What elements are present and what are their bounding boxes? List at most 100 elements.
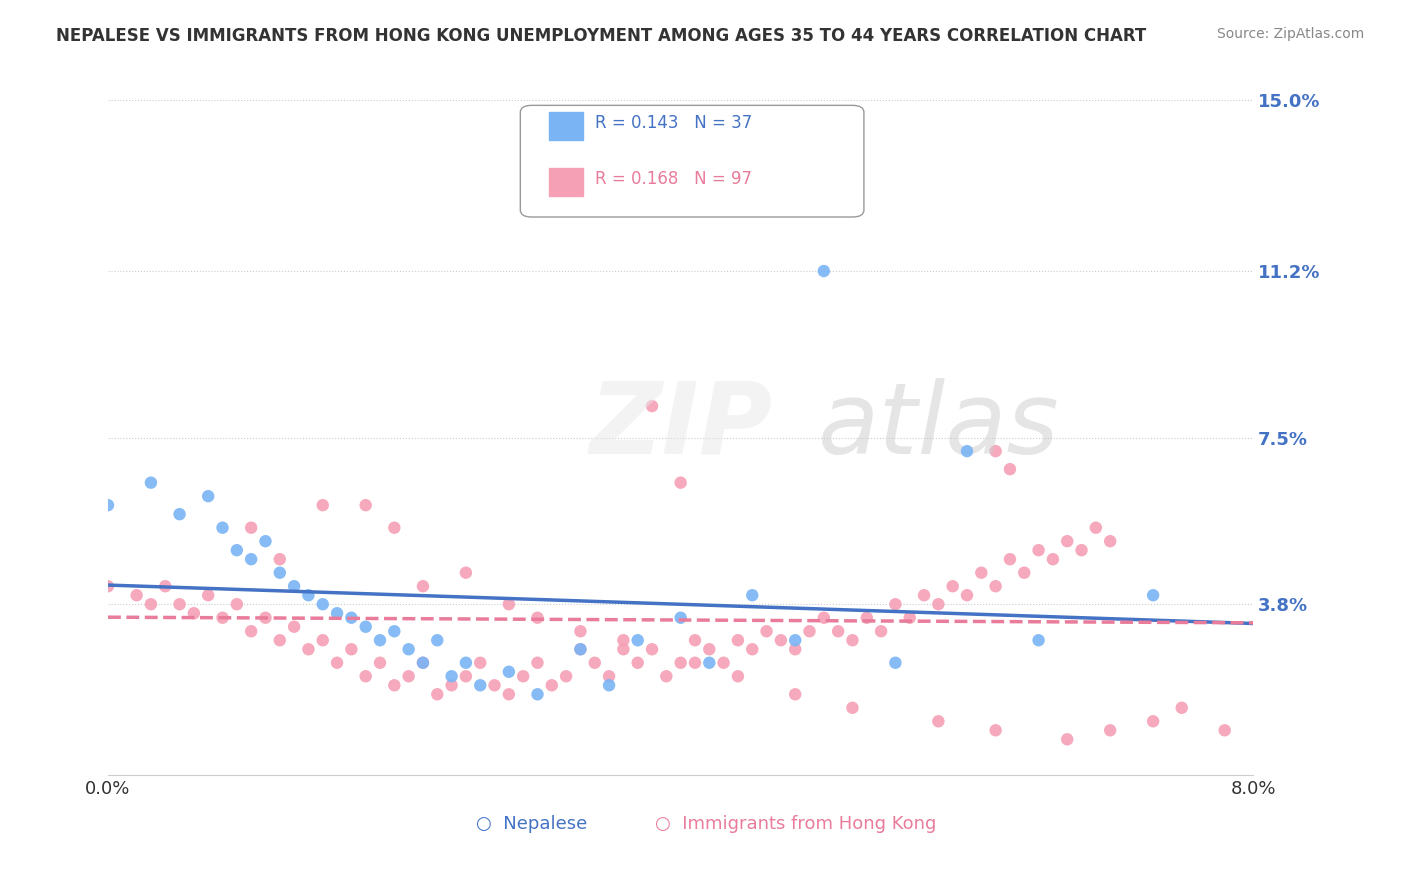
Text: Source: ZipAtlas.com: Source: ZipAtlas.com xyxy=(1216,27,1364,41)
Point xyxy=(727,669,749,683)
Point xyxy=(155,579,177,593)
Point xyxy=(583,656,606,670)
Text: NEPALESE VS IMMIGRANTS FROM HONG KONG UNEMPLOYMENT AMONG AGES 35 TO 44 YEARS COR: NEPALESE VS IMMIGRANTS FROM HONG KONG UN… xyxy=(56,27,1146,45)
Point xyxy=(197,588,219,602)
Point xyxy=(669,611,692,625)
Point xyxy=(713,656,735,670)
Point xyxy=(97,579,120,593)
Point xyxy=(1142,588,1164,602)
Point xyxy=(697,656,720,670)
Point xyxy=(312,597,335,611)
Point xyxy=(1171,700,1194,714)
Point xyxy=(540,678,562,692)
Point xyxy=(697,642,720,657)
Point xyxy=(211,611,233,625)
Text: R = 0.168   N = 97: R = 0.168 N = 97 xyxy=(595,169,752,187)
Point xyxy=(326,656,349,670)
Point xyxy=(169,597,191,611)
Point xyxy=(683,633,706,648)
Point xyxy=(1213,723,1236,738)
Point xyxy=(1099,534,1122,549)
Point xyxy=(942,579,965,593)
Point xyxy=(598,138,620,153)
Point xyxy=(440,678,463,692)
Point xyxy=(813,611,835,625)
Point xyxy=(813,264,835,278)
Point xyxy=(1099,723,1122,738)
Point xyxy=(382,678,405,692)
Point xyxy=(1056,534,1078,549)
Point xyxy=(125,588,148,602)
Point xyxy=(526,656,548,670)
Point xyxy=(240,521,263,535)
Point xyxy=(512,669,534,683)
Point xyxy=(354,498,377,512)
Point xyxy=(998,552,1021,566)
Point xyxy=(398,642,420,657)
Point xyxy=(598,669,620,683)
Point xyxy=(1070,543,1092,558)
Point xyxy=(139,597,162,611)
Point xyxy=(912,588,935,602)
Point xyxy=(669,475,692,490)
Point xyxy=(412,656,434,670)
Point xyxy=(641,399,664,413)
Point xyxy=(827,624,849,639)
Point xyxy=(569,642,592,657)
Point xyxy=(498,687,520,701)
Point xyxy=(898,611,921,625)
Point xyxy=(368,633,391,648)
FancyBboxPatch shape xyxy=(520,105,863,217)
Point xyxy=(412,579,434,593)
Point xyxy=(785,633,807,648)
Point xyxy=(382,624,405,639)
Point xyxy=(1028,543,1050,558)
Point xyxy=(183,606,205,620)
Point xyxy=(340,611,363,625)
Point xyxy=(1012,566,1035,580)
Point xyxy=(254,534,277,549)
Point xyxy=(254,611,277,625)
Point xyxy=(312,498,335,512)
Point xyxy=(598,678,620,692)
Point xyxy=(569,642,592,657)
Point xyxy=(312,633,335,648)
Point xyxy=(354,620,377,634)
Point xyxy=(612,633,634,648)
Point xyxy=(225,543,247,558)
Point xyxy=(354,669,377,683)
Point xyxy=(382,521,405,535)
Point xyxy=(669,656,692,670)
Point xyxy=(197,489,219,503)
Point xyxy=(211,521,233,535)
Point xyxy=(612,642,634,657)
Point xyxy=(426,633,449,648)
Point xyxy=(655,669,678,683)
Point xyxy=(139,475,162,490)
Point xyxy=(1028,633,1050,648)
Point xyxy=(484,678,506,692)
Point xyxy=(97,498,120,512)
Point xyxy=(283,579,305,593)
Point xyxy=(498,665,520,679)
Text: R = 0.143   N = 37: R = 0.143 N = 37 xyxy=(595,114,752,132)
Point xyxy=(683,656,706,670)
Point xyxy=(855,611,877,625)
Point xyxy=(498,597,520,611)
Point xyxy=(470,656,492,670)
Point xyxy=(340,642,363,657)
Point xyxy=(240,552,263,566)
Point xyxy=(727,633,749,648)
Point xyxy=(641,642,664,657)
Point xyxy=(454,566,477,580)
Point xyxy=(368,656,391,670)
Point xyxy=(841,700,863,714)
Point xyxy=(1084,521,1107,535)
Point xyxy=(454,669,477,683)
Point xyxy=(741,588,763,602)
Point xyxy=(984,444,1007,458)
Point xyxy=(470,678,492,692)
Point xyxy=(225,597,247,611)
Point xyxy=(785,687,807,701)
Point xyxy=(627,633,650,648)
